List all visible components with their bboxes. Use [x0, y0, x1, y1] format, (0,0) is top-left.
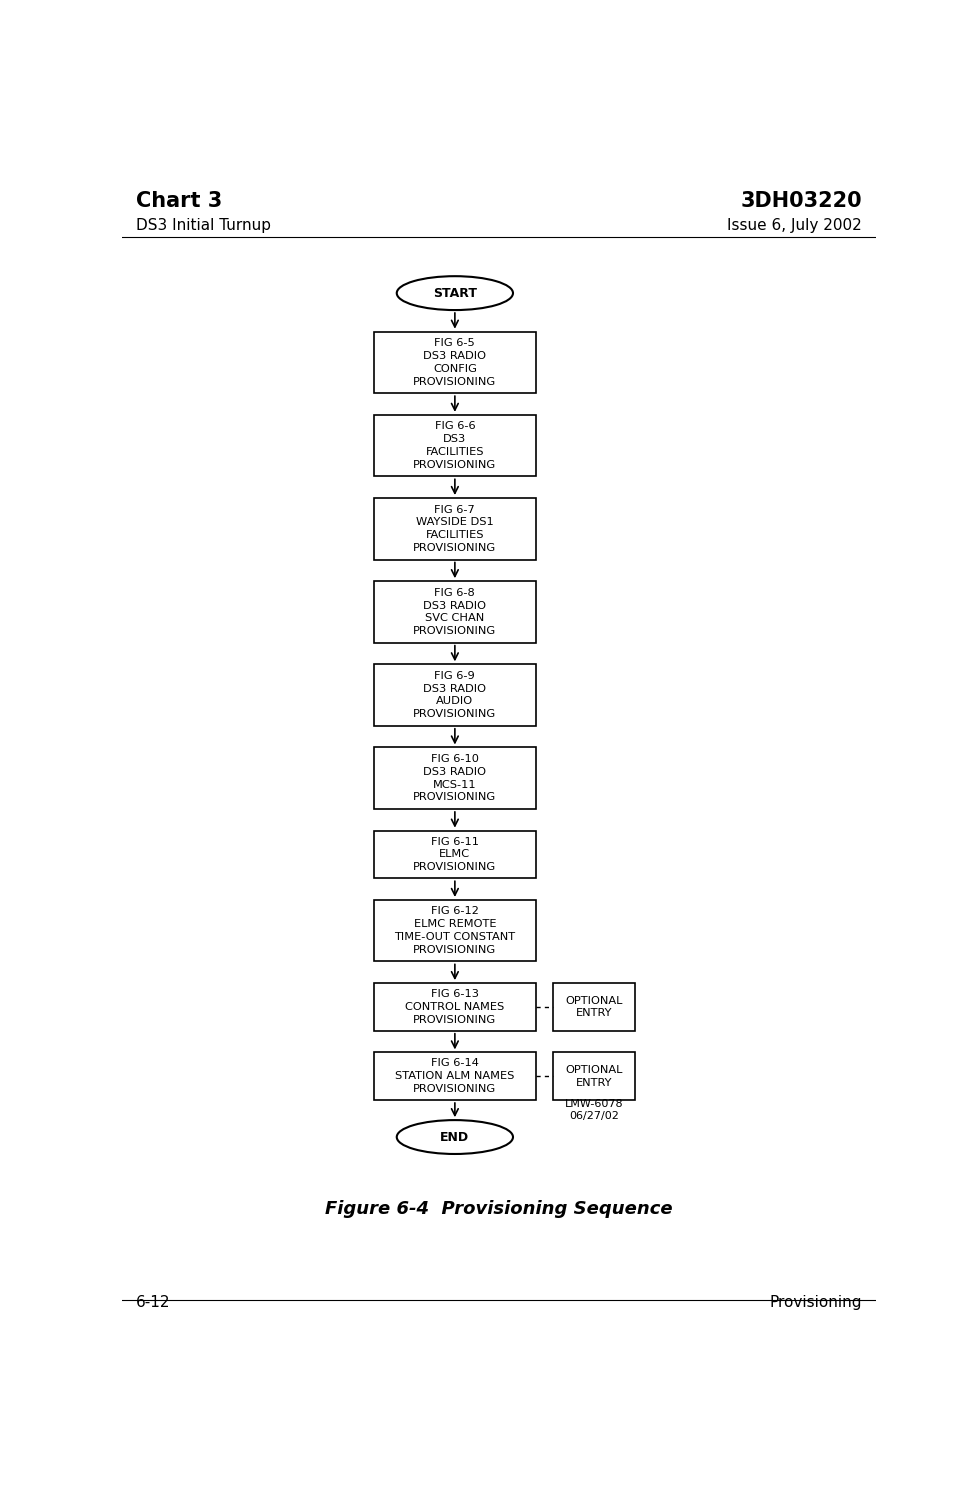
Text: FIG 6-6
DS3
FACILITIES
PROVISIONING: FIG 6-6 DS3 FACILITIES PROVISIONING — [414, 421, 496, 470]
Text: FIG 6-5
DS3 RADIO
CONFIG
PROVISIONING: FIG 6-5 DS3 RADIO CONFIG PROVISIONING — [414, 339, 496, 387]
Text: FIG 6-8
DS3 RADIO
SVC CHAN
PROVISIONING: FIG 6-8 DS3 RADIO SVC CHAN PROVISIONING — [414, 588, 496, 636]
Text: 6-12: 6-12 — [135, 1294, 170, 1309]
FancyBboxPatch shape — [374, 900, 536, 961]
FancyBboxPatch shape — [554, 982, 634, 1030]
FancyBboxPatch shape — [374, 830, 536, 878]
Text: LMW-6078
06/27/02: LMW-6078 06/27/02 — [564, 1099, 624, 1121]
Text: FIG 6-14
STATION ALM NAMES
PROVISIONING: FIG 6-14 STATION ALM NAMES PROVISIONING — [395, 1059, 515, 1094]
FancyBboxPatch shape — [374, 331, 536, 393]
Text: Figure 6-4  Provisioning Sequence: Figure 6-4 Provisioning Sequence — [325, 1200, 672, 1218]
FancyBboxPatch shape — [374, 415, 536, 476]
Text: OPTIONAL
ENTRY: OPTIONAL ENTRY — [565, 1065, 623, 1087]
Text: FIG 6-11
ELMC
PROVISIONING: FIG 6-11 ELMC PROVISIONING — [414, 836, 496, 872]
Text: FIG 6-9
DS3 RADIO
AUDIO
PROVISIONING: FIG 6-9 DS3 RADIO AUDIO PROVISIONING — [414, 670, 496, 720]
Text: FIG 6-10
DS3 RADIO
MCS-11
PROVISIONING: FIG 6-10 DS3 RADIO MCS-11 PROVISIONING — [414, 754, 496, 802]
FancyBboxPatch shape — [374, 581, 536, 642]
Text: DS3 Initial Turnup: DS3 Initial Turnup — [135, 218, 270, 233]
FancyBboxPatch shape — [374, 982, 536, 1030]
Text: Chart 3: Chart 3 — [135, 191, 222, 211]
Text: Issue 6, July 2002: Issue 6, July 2002 — [727, 218, 862, 233]
FancyBboxPatch shape — [374, 499, 536, 560]
Text: FIG 6-12
ELMC REMOTE
TIME-OUT CONSTANT
PROVISIONING: FIG 6-12 ELMC REMOTE TIME-OUT CONSTANT P… — [394, 906, 516, 956]
Text: FIG 6-7
WAYSIDE DS1
FACILITIES
PROVISIONING: FIG 6-7 WAYSIDE DS1 FACILITIES PROVISION… — [414, 505, 496, 552]
Text: 3DH03220: 3DH03220 — [740, 191, 862, 211]
FancyBboxPatch shape — [374, 1053, 536, 1100]
Text: END: END — [441, 1130, 469, 1144]
Text: START: START — [433, 287, 477, 300]
Text: Provisioning: Provisioning — [770, 1294, 862, 1309]
Text: OPTIONAL
ENTRY: OPTIONAL ENTRY — [565, 996, 623, 1018]
FancyBboxPatch shape — [374, 748, 536, 809]
FancyBboxPatch shape — [374, 664, 536, 726]
Text: FIG 6-13
CONTROL NAMES
PROVISIONING: FIG 6-13 CONTROL NAMES PROVISIONING — [405, 988, 504, 1024]
FancyBboxPatch shape — [554, 1053, 634, 1100]
